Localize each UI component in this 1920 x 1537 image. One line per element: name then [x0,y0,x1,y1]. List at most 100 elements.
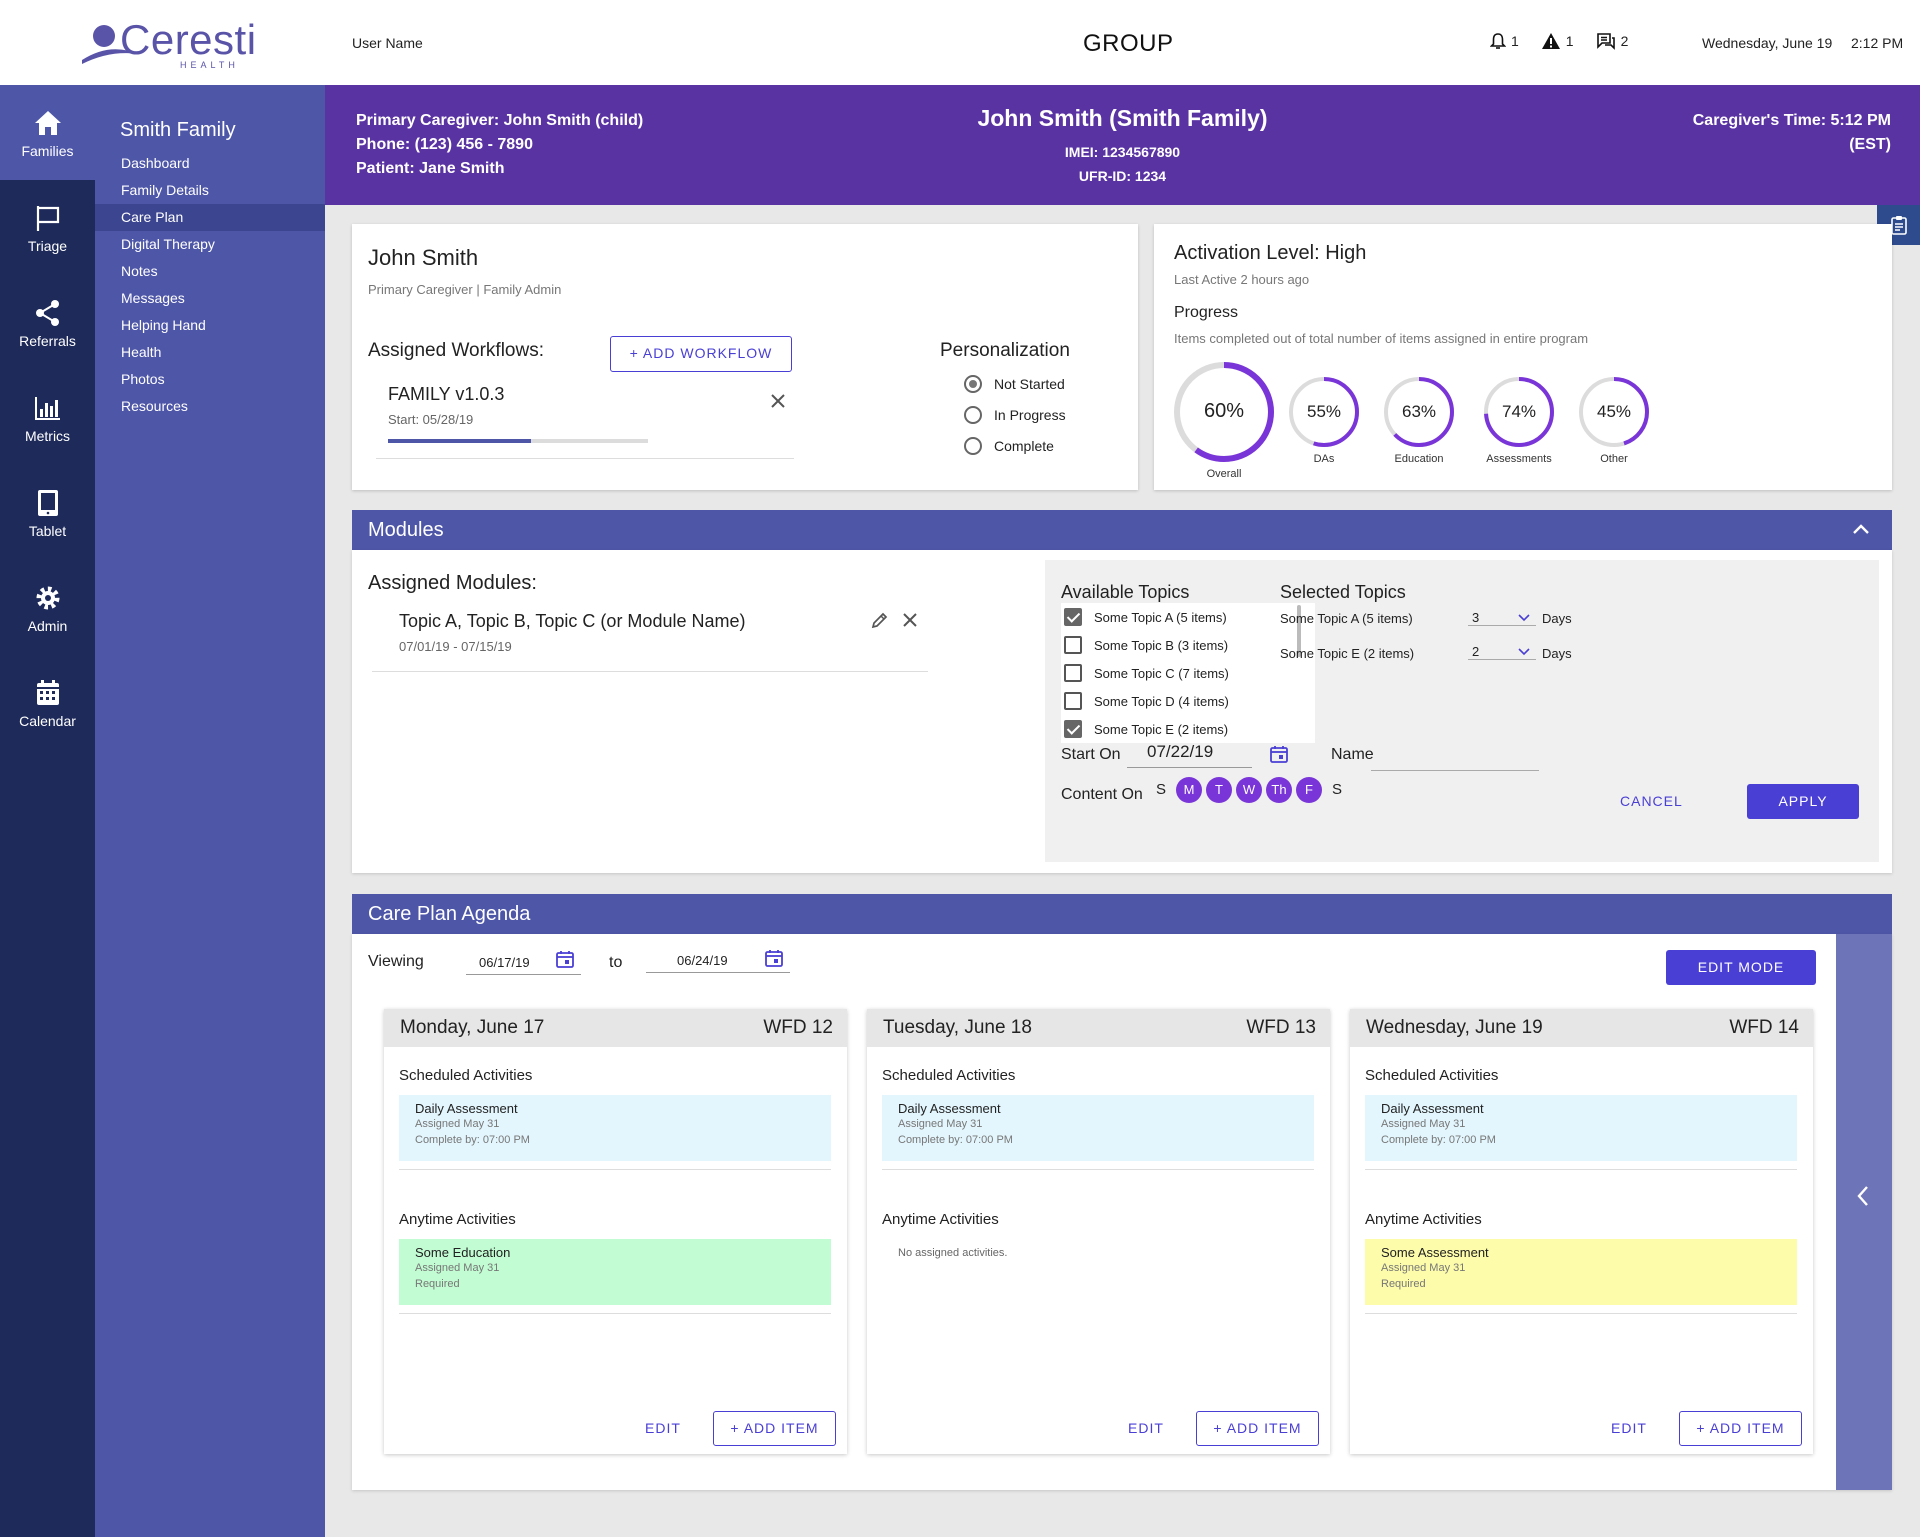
add-item-button[interactable]: + ADD ITEM [713,1411,836,1446]
radio-not-started[interactable]: Not Started [964,375,1065,393]
rail-item-tablet[interactable]: Tablet [0,465,95,560]
radio-indicator[interactable] [964,437,982,455]
edit-day-button[interactable]: EDIT [1611,1420,1647,1436]
scheduled-activity[interactable]: Daily Assessment Assigned May 31 Complet… [1365,1095,1797,1161]
add-item-button[interactable]: + ADD ITEM [1679,1411,1802,1446]
day-date: Monday, June 17 [400,1017,545,1038]
rail-item-triage[interactable]: Triage [0,180,95,275]
days-value: 2 [1472,644,1480,659]
days-select[interactable]: 2 [1468,644,1536,660]
modules-header[interactable]: Modules [352,510,1892,550]
cancel-button[interactable]: CANCEL [1620,793,1683,809]
edit-mode-button[interactable]: EDIT MODE [1666,950,1816,985]
notifications-button[interactable]: 1 [1490,32,1519,50]
agenda-next-panel[interactable] [1836,934,1892,1490]
remove-module-button[interactable] [902,608,918,634]
topic-option[interactable]: Some Topic E (2 items) [1061,715,1315,743]
chevron-left-icon[interactable] [1855,1184,1871,1208]
anytime-activity[interactable]: Some Assessment Assigned May 31 Required [1365,1239,1797,1305]
divider [1365,1313,1797,1314]
subnav-item-helping-hand[interactable]: Helping Hand [121,317,206,333]
page-title: GROUP [1083,30,1174,57]
add-workflow-button[interactable]: + ADD WORKFLOW [610,336,792,372]
subnav-item-photos[interactable]: Photos [121,371,165,387]
chevron-up-icon[interactable] [1852,522,1870,536]
remove-workflow-button[interactable] [770,389,786,415]
caregiver-time: Caregiver's Time: 5:12 PM [1692,112,1891,129]
ceresti-logo[interactable]: Ceresti HEALTH [80,14,256,74]
day-toggle-friday[interactable]: F [1296,777,1322,803]
edit-module-button[interactable] [870,610,890,635]
agenda-to-date[interactable]: 06/24/19 [646,949,790,973]
subnav-item-messages[interactable]: Messages [121,290,185,306]
subnav-item-digital-therapy[interactable]: Digital Therapy [121,236,215,252]
scheduled-activities-label: Scheduled Activities [1365,1067,1499,1084]
edit-day-button[interactable]: EDIT [1128,1420,1164,1436]
messages-button[interactable]: 2 [1596,32,1628,50]
start-date-input[interactable]: 07/22/19 [1127,742,1252,768]
checkbox[interactable] [1064,720,1082,738]
checkbox[interactable] [1064,664,1082,682]
rail-label: Admin [27,618,68,634]
day-toggle-sunday[interactable]: S [1155,781,1166,798]
scheduled-activity[interactable]: Daily Assessment Assigned May 31 Complet… [399,1095,831,1161]
days-select[interactable]: 3 [1468,610,1536,626]
anytime-activity[interactable]: Some Education Assigned May 31 Required [399,1239,831,1305]
subnav-item-health[interactable]: Health [121,344,162,360]
scheduled-activity[interactable]: Daily Assessment Assigned May 31 Complet… [882,1095,1314,1161]
subnav-item-resources[interactable]: Resources [121,398,188,414]
day-toggle-tuesday[interactable]: T [1206,777,1232,803]
rail-item-families[interactable]: Families [0,85,95,180]
apply-button[interactable]: APPLY [1747,784,1859,819]
chat-icon [1596,33,1615,50]
activity-assigned: Assigned May 31 [415,1262,500,1274]
calendar-icon[interactable] [1269,744,1289,764]
user-name[interactable]: User Name [352,35,423,51]
topic-option[interactable]: Some Topic D (4 items) [1061,687,1315,715]
day-toggle-thursday[interactable]: Th [1266,777,1292,803]
rail-item-metrics[interactable]: Metrics [0,370,95,465]
day-wfd: WFD 13 [1246,1017,1316,1038]
day-toggle-wednesday[interactable]: W [1236,777,1262,803]
alerts-button[interactable]: 1 [1541,32,1574,50]
agenda-from-date[interactable]: 06/17/19 [466,951,581,975]
rail-item-admin[interactable]: Admin [0,560,95,655]
viewing-label: Viewing [368,953,424,970]
radio-in-progress[interactable]: In Progress [964,406,1066,424]
subnav-item-family-details[interactable]: Family Details [121,182,209,198]
family-header: Primary Caregiver: John Smith (child) Ph… [325,85,1920,205]
subnav-item-notes[interactable]: Notes [121,263,158,279]
activity-note: Required [415,1278,460,1290]
checkbox[interactable] [1064,692,1082,710]
day-toggle-saturday[interactable]: S [1331,781,1342,798]
rail-item-calendar[interactable]: Calendar [0,655,95,750]
add-item-button[interactable]: + ADD ITEM [1196,1411,1319,1446]
calendar-icon [36,680,59,705]
day-toggle-monday[interactable]: M [1176,777,1202,803]
name-input[interactable] [1371,770,1539,771]
subnav-item-care-plan[interactable]: Care Plan [95,204,325,231]
calendar-icon[interactable] [555,949,575,969]
topic-option[interactable]: Some Topic B (3 items) [1061,631,1315,659]
available-topics-list[interactable]: Some Topic A (5 items) Some Topic B (3 i… [1061,603,1315,743]
selected-topic-label: Some Topic A (5 items) [1280,611,1413,626]
ring-value: 60% [1203,400,1245,422]
checkbox[interactable] [1064,608,1082,626]
modules-title: Modules [368,519,444,541]
share-icon [35,300,59,326]
calendar-icon[interactable] [764,948,784,968]
subnav-item-dashboard[interactable]: Dashboard [121,155,190,171]
radio-complete[interactable]: Complete [964,437,1054,455]
rail-item-referrals[interactable]: Referrals [0,275,95,370]
edit-day-button[interactable]: EDIT [645,1420,681,1436]
radio-indicator[interactable] [964,375,982,393]
workflow-progress-bar [388,439,648,443]
scheduled-activities-label: Scheduled Activities [882,1067,1016,1084]
radio-indicator[interactable] [964,406,982,424]
checkbox[interactable] [1064,636,1082,654]
ring-label: Education [1394,453,1444,465]
radio-label: In Progress [994,407,1066,423]
topic-option[interactable]: Some Topic C (7 items) [1061,659,1315,687]
topics-scrollbar[interactable] [1297,605,1301,657]
topic-option[interactable]: Some Topic A (5 items) [1061,603,1315,631]
